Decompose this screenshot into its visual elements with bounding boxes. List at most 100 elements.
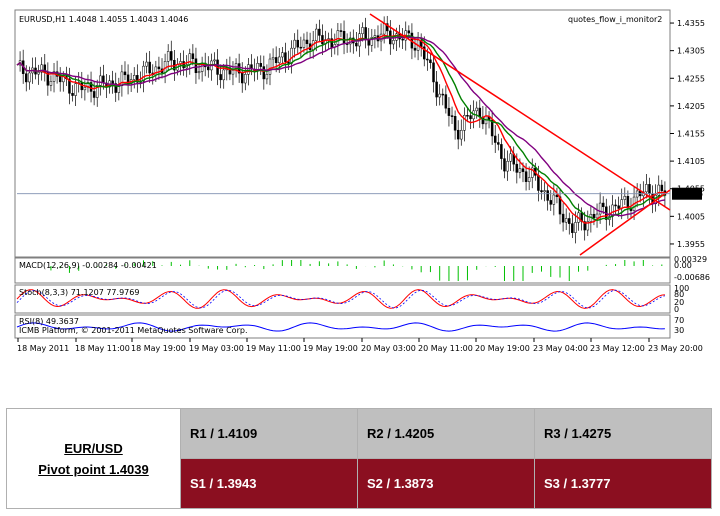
candle-body [429, 59, 432, 64]
candle-body [213, 59, 216, 62]
candle-body [268, 58, 272, 75]
current-price-box [672, 187, 702, 200]
candle-body [540, 190, 543, 193]
candle-body [290, 47, 293, 64]
candle-body [58, 76, 62, 83]
candle-body [441, 93, 445, 96]
copyright-label: ICMB Platform, © 2001-2011 MetaQuotes So… [19, 326, 248, 335]
candle-body [364, 27, 367, 40]
stoch-label: Stoch(8,3,3) 71.1207 77.9769 [19, 288, 139, 297]
candle-body [648, 184, 651, 194]
candle-body [543, 190, 546, 193]
candle-body [623, 196, 627, 200]
candle-body [114, 83, 117, 93]
rsi-tick-label: 30 [674, 326, 684, 335]
price-tick-label: 1.4205 [677, 102, 705, 111]
candle-body [450, 115, 454, 117]
candle-body [299, 46, 303, 49]
candle-body [274, 57, 278, 64]
candle-body [83, 87, 87, 91]
r1-cell: R1 / 1.4109 [180, 408, 358, 459]
candle-body [506, 160, 509, 172]
candle-body [586, 221, 590, 231]
candle-body [244, 74, 247, 84]
price-tick-label: 1.4105 [677, 157, 705, 166]
candle-body [170, 51, 173, 61]
candle-body [52, 71, 56, 82]
candle-body [626, 196, 630, 209]
candle-body [296, 39, 300, 48]
candle-body [92, 91, 96, 98]
candle-body [524, 171, 528, 182]
r2-cell: R2 / 1.4205 [357, 408, 535, 459]
stoch-signal-line [16, 289, 666, 309]
candle-body [74, 83, 77, 96]
candle-body [318, 28, 321, 36]
stoch-tick-label: 80 [674, 290, 684, 299]
candle-body [240, 72, 244, 84]
pair-label: EUR/USD [64, 440, 123, 456]
stoch-tick-label: 0 [674, 305, 679, 314]
candle-body [37, 71, 40, 75]
stoch-tick-label: 20 [674, 298, 684, 307]
macd-tick-label: 0.00 [674, 261, 692, 270]
candle-body [592, 213, 596, 219]
candle-body [617, 205, 620, 209]
chart-background [0, 0, 720, 360]
candle-body [460, 130, 463, 140]
candle-body [305, 39, 309, 44]
candle-body [478, 107, 482, 118]
macd-tick-label: -0.00686 [674, 273, 710, 282]
price-axis: 1.4355 1.4305 1.4255 1.4205 1.4155 1.4105 1.40… [17, 19, 705, 249]
candle-body [123, 71, 127, 76]
candle-body [188, 53, 192, 65]
candle-body [166, 51, 170, 62]
candle-body [80, 82, 84, 91]
candle-body [435, 81, 438, 98]
candle-body [432, 62, 435, 83]
price-tick-label: 1.4355 [677, 19, 705, 28]
time-tick-label: 19 May 19:00 [303, 344, 358, 353]
candle-body [574, 222, 577, 233]
macd-panel-frame [14, 257, 671, 284]
candle-body [407, 30, 411, 34]
time-tick-label: 20 May 19:00 [475, 344, 530, 353]
candle-body [564, 218, 568, 223]
candle-body [497, 142, 500, 145]
candle-body [426, 58, 429, 61]
candle-body [284, 52, 287, 62]
support-trendline [579, 189, 671, 256]
candle-body [456, 129, 460, 140]
price-tick-label: 1.4255 [677, 74, 705, 83]
candle-body [509, 153, 512, 162]
candle-body [595, 213, 599, 219]
candle-body [28, 72, 31, 83]
candle-body [490, 119, 494, 137]
moving-average-series [16, 34, 665, 224]
candle-body [342, 30, 346, 44]
candle-body [321, 35, 324, 45]
candle-body [145, 61, 148, 67]
candle-body [136, 75, 139, 83]
candle-body [521, 168, 525, 172]
candle-body [281, 52, 284, 58]
candle-body [620, 199, 623, 209]
candle-body [262, 66, 266, 80]
candle-body [68, 78, 71, 94]
r3-cell: R3 / 1.4275 [534, 408, 712, 459]
candle-body [469, 115, 472, 120]
candle-body [500, 144, 503, 159]
time-axis: 18 May 2011 18 May 11:00 18 May 19:00 19 Ma… [17, 338, 703, 353]
candle-body [315, 28, 318, 41]
candle-body [157, 66, 161, 70]
candle-body [293, 39, 296, 49]
candle-body [163, 61, 167, 73]
time-tick-label: 19 May 03:00 [189, 344, 244, 353]
rsi-tick-label: 70 [674, 316, 684, 325]
candle-body [552, 194, 556, 205]
candle-body [348, 37, 352, 45]
time-tick-label: 23 May 20:00 [648, 344, 703, 353]
candle-body [413, 47, 417, 51]
